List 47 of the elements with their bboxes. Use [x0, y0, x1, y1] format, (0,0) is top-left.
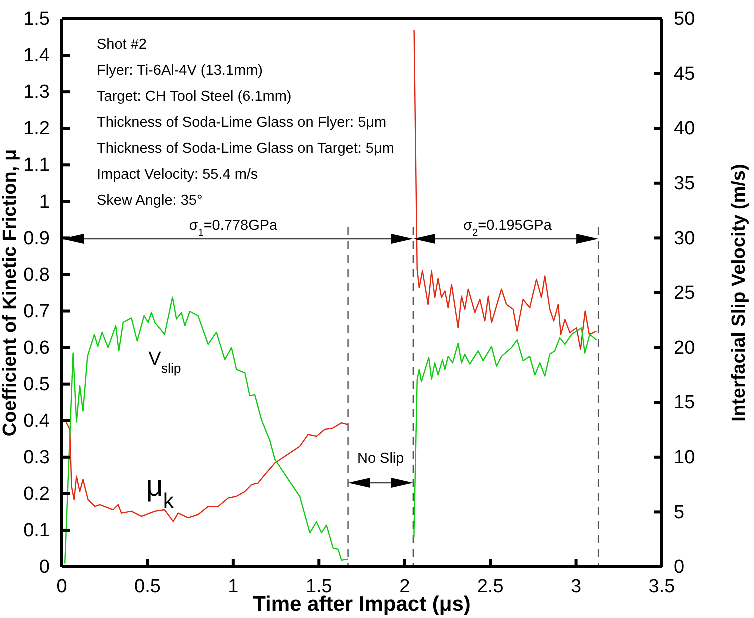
x-tick-label: 3.5 — [648, 576, 676, 598]
annotation: Target: CH Tool Steel (6.1mm) — [97, 89, 292, 105]
y-tick-label: 1.3 — [24, 82, 50, 104]
y2-tick-label: 5 — [674, 502, 685, 524]
y2-axis-title: Interfacial Slip Velocity (m/s) — [729, 164, 750, 422]
y-axis-title: Coefficient of Kinetic Friction, μ — [0, 149, 21, 437]
y-tick-label: 0.1 — [24, 520, 50, 542]
y-tick-label: 0 — [39, 557, 50, 578]
y-tick-label: 1 — [39, 192, 50, 213]
y2-tick-label: 30 — [674, 228, 696, 250]
y-tick-label: 1.1 — [24, 155, 50, 176]
y2-tick-label: 45 — [674, 64, 696, 85]
y-tick-label: 0.8 — [24, 264, 50, 286]
annotation: Thickness of Soda-Lime Glass on Target: 5μm — [97, 141, 394, 157]
y-tick-label: 0.7 — [24, 301, 50, 322]
y2-tick-label: 20 — [674, 338, 696, 359]
annotation: Thickness of Soda-Lime Glass on Flyer: 5μm — [97, 115, 387, 131]
x-tick-label: 1 — [228, 576, 239, 598]
x-tick-label: 0.5 — [134, 576, 161, 598]
x-tick-label: 3 — [570, 576, 582, 598]
y-tick-label: 1.2 — [24, 118, 50, 140]
y-tick-label: 1.4 — [24, 46, 50, 67]
y2-tick-label: 15 — [674, 392, 696, 414]
y-tick-label: 0.9 — [24, 228, 50, 250]
annotation: Impact Velocity: 55.4 m/s — [97, 167, 258, 183]
annotation: σ$_{1}$=0.778GPa — [189, 218, 279, 238]
x-tick-label: 0 — [56, 576, 68, 598]
y2-tick-label: 10 — [674, 447, 696, 468]
x-tick-label: 2.5 — [477, 576, 504, 598]
annotation: V$_{slip}$ — [148, 349, 182, 376]
y-tick-label: 0.5 — [24, 374, 50, 396]
annotation: Flyer: Ti-6Al-4V (13.1mm) — [97, 63, 263, 79]
annotation: Shot #2 — [97, 37, 147, 53]
y2-tick-label: 35 — [674, 173, 696, 194]
y-tick-label: 0.6 — [24, 338, 50, 359]
y-tick-label: 0.3 — [24, 447, 50, 468]
y2-tick-label: 0 — [674, 557, 685, 578]
annotation: σ$_{2}$=0.195GPa — [464, 218, 553, 238]
y-tick-label: 1.5 — [24, 9, 50, 30]
annotation: No Slip — [357, 451, 404, 467]
y2-tick-label: 50 — [674, 9, 696, 30]
y-tick-label: 0.2 — [24, 484, 50, 506]
y2-tick-label: 40 — [674, 118, 696, 140]
annotation: Skew Angle: 35° — [97, 193, 203, 209]
y-tick-label: 0.4 — [24, 410, 50, 432]
annotation: μ$_{k}$ — [146, 470, 174, 512]
y2-tick-label: 25 — [674, 283, 696, 304]
